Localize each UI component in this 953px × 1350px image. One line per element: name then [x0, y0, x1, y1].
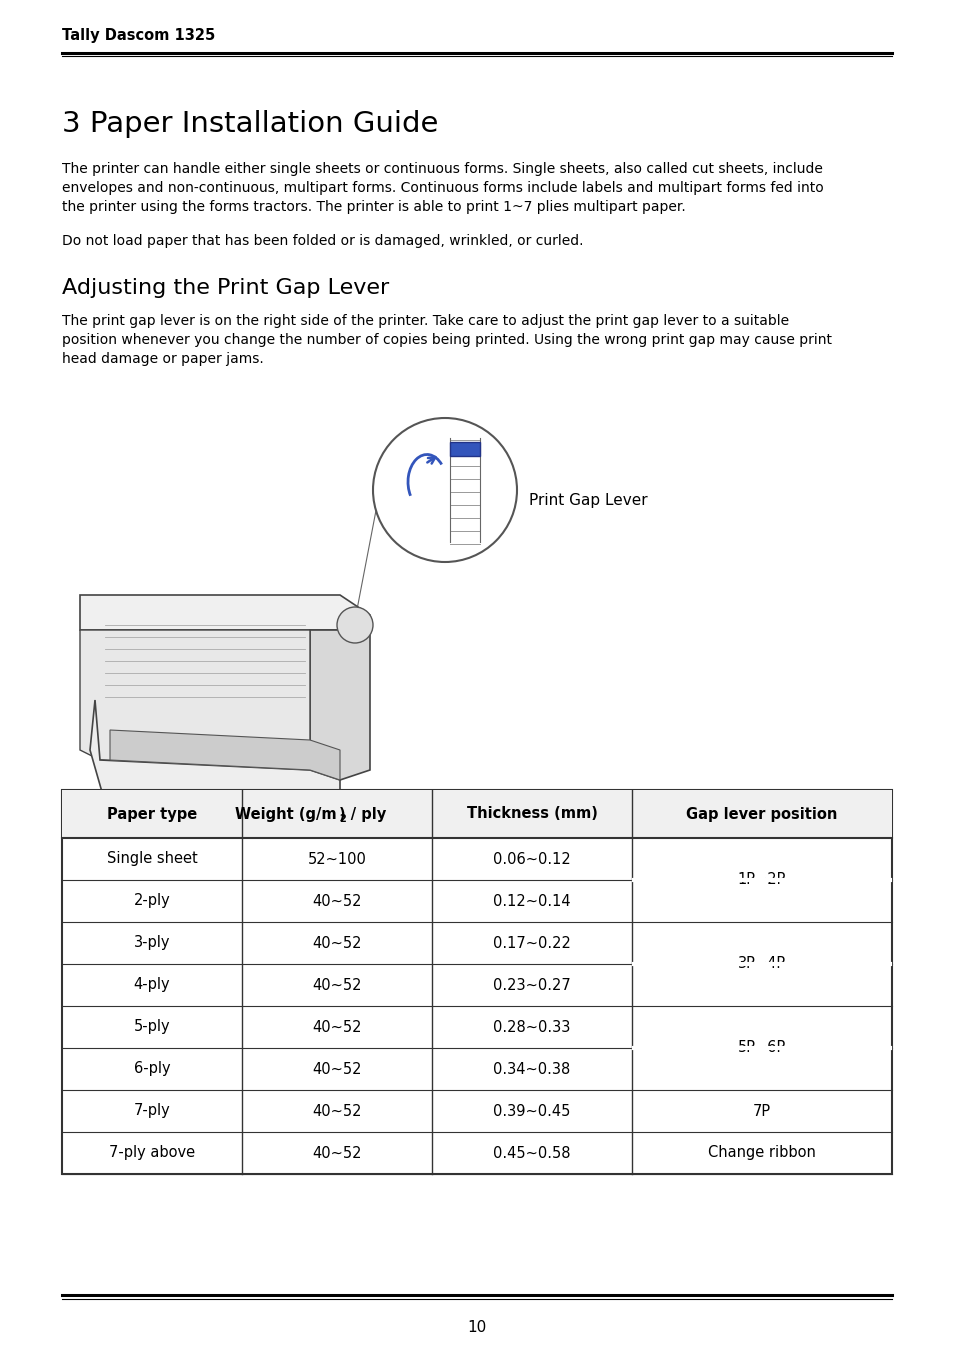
Text: 7-ply: 7-ply	[133, 1103, 171, 1119]
Text: Thickness (mm): Thickness (mm)	[466, 806, 597, 822]
Text: Adjusting the Print Gap Lever: Adjusting the Print Gap Lever	[62, 278, 389, 298]
Bar	[62, 790, 891, 1174]
Text: 0.06∼0.12: 0.06∼0.12	[493, 852, 570, 867]
Circle shape	[336, 608, 373, 643]
Text: position whenever you change the number of copies being printed. Using the wrong: position whenever you change the number …	[62, 333, 831, 347]
Polygon shape	[80, 595, 370, 630]
Polygon shape	[90, 701, 339, 830]
Text: 52∼100: 52∼100	[307, 852, 366, 867]
Text: Weight (g/m: Weight (g/m	[235, 806, 336, 822]
Text: 3P∼4P: 3P∼4P	[738, 957, 785, 972]
Text: 10: 10	[467, 1320, 486, 1335]
Text: Do not load paper that has been folded or is damaged, wrinkled, or curled.: Do not load paper that has been folded o…	[62, 234, 583, 248]
Text: 0.34∼0.38: 0.34∼0.38	[493, 1061, 570, 1076]
Text: 7-ply above: 7-ply above	[109, 1146, 194, 1161]
Text: 1P∼2P: 1P∼2P	[737, 872, 785, 887]
Text: 3-ply: 3-ply	[133, 936, 170, 950]
Text: Tally Dascom 1325: Tally Dascom 1325	[62, 28, 215, 43]
Text: 40∼52: 40∼52	[312, 977, 361, 992]
Text: 2-ply: 2-ply	[133, 894, 171, 909]
Text: 40∼52: 40∼52	[312, 1103, 361, 1119]
Text: head damage or paper jams.: head damage or paper jams.	[62, 352, 263, 366]
Polygon shape	[110, 730, 339, 780]
Text: 2: 2	[338, 814, 345, 824]
Bar	[450, 441, 479, 456]
Text: 7P: 7P	[752, 1103, 770, 1119]
Text: Paper type: Paper type	[107, 806, 197, 822]
Text: 40∼52: 40∼52	[312, 1061, 361, 1076]
Polygon shape	[80, 630, 310, 770]
Text: 3 Paper Installation Guide: 3 Paper Installation Guide	[62, 109, 438, 138]
Text: ) / ply: ) / ply	[338, 806, 386, 822]
Text: 40∼52: 40∼52	[312, 936, 361, 950]
Text: 0.39∼0.45: 0.39∼0.45	[493, 1103, 570, 1119]
Text: 0.23∼0.27: 0.23∼0.27	[493, 977, 570, 992]
Text: The printer can handle either single sheets or continuous forms. Single sheets, : The printer can handle either single she…	[62, 162, 822, 176]
Text: Change ribbon: Change ribbon	[707, 1146, 815, 1161]
Text: Print Gap Lever: Print Gap Lever	[529, 493, 647, 508]
Text: 4-ply: 4-ply	[133, 977, 171, 992]
Text: 0.45∼0.58: 0.45∼0.58	[493, 1146, 570, 1161]
Text: Single sheet: Single sheet	[107, 852, 197, 867]
Text: Gap lever position: Gap lever position	[685, 806, 837, 822]
Text: 5P∼6P: 5P∼6P	[737, 1041, 785, 1056]
Text: envelopes and non-continuous, multipart forms. Continuous forms include labels a: envelopes and non-continuous, multipart …	[62, 181, 822, 194]
Text: 5-ply: 5-ply	[133, 1019, 171, 1034]
Bar	[62, 790, 891, 838]
Text: 0.28∼0.33: 0.28∼0.33	[493, 1019, 570, 1034]
Text: 40∼52: 40∼52	[312, 1146, 361, 1161]
Text: 0.12∼0.14: 0.12∼0.14	[493, 894, 570, 909]
Text: 6-ply: 6-ply	[133, 1061, 171, 1076]
Text: the printer using the forms tractors. The printer is able to print 1~7 plies mul: the printer using the forms tractors. Th…	[62, 200, 685, 215]
Text: 40∼52: 40∼52	[312, 1019, 361, 1034]
Text: The print gap lever is on the right side of the printer. Take care to adjust the: The print gap lever is on the right side…	[62, 315, 788, 328]
Text: 40∼52: 40∼52	[312, 894, 361, 909]
Polygon shape	[310, 630, 370, 780]
Text: 0.17∼0.22: 0.17∼0.22	[493, 936, 570, 950]
Circle shape	[373, 418, 517, 562]
